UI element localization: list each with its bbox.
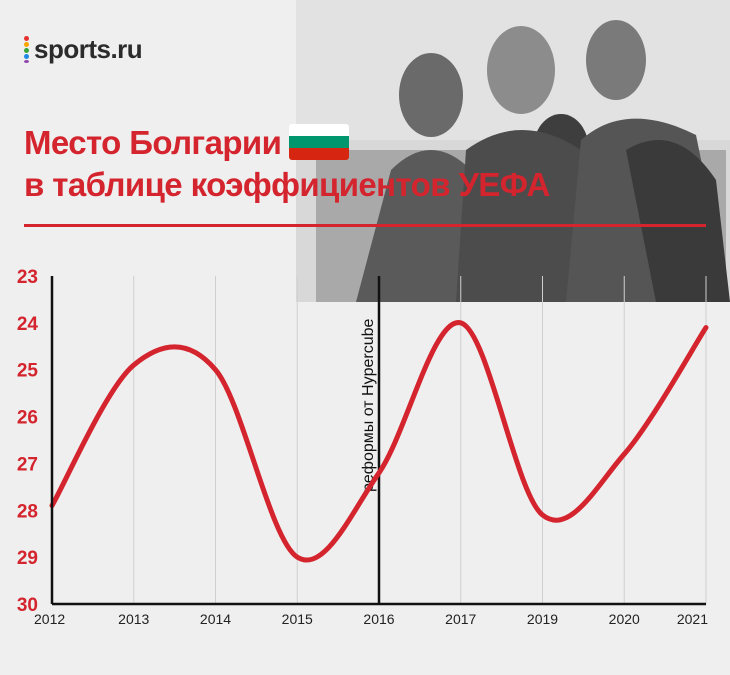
y-tick-label: 26: [17, 408, 38, 429]
y-tick-label: 24: [17, 314, 39, 335]
grid-lines: [133, 276, 707, 604]
logo-dot: [24, 54, 29, 59]
logo-dot: [24, 48, 29, 53]
y-tick-label: 27: [17, 454, 38, 475]
x-tick-label: 2020: [609, 611, 640, 627]
y-tick-label: 25: [17, 361, 39, 382]
players-photo: [296, 0, 730, 302]
logo-dot: [24, 36, 29, 41]
x-axis-ticks: 2012 2013 2014 2015 2016 2017 2019 2020 2021: [34, 611, 708, 627]
x-tick-label: 2016: [363, 611, 394, 627]
y-tick-label: 29: [17, 548, 38, 569]
x-tick-label: 2014: [200, 611, 231, 627]
logo-dot: [24, 60, 29, 63]
x-tick-label: 2021: [677, 611, 708, 627]
y-tick-label: 28: [17, 501, 38, 522]
sports-ru-logo[interactable]: sports.ru: [22, 33, 143, 64]
title-line-1: Место Болгарии: [24, 124, 282, 161]
logo-dot: [24, 42, 29, 47]
players-photo-art: [296, 0, 730, 302]
annotation-label: реформы от Hypercube: [360, 319, 377, 493]
bulgaria-flag-icon: [289, 124, 350, 160]
y-tick-label: 23: [17, 267, 38, 288]
flag-stripe-green: [289, 136, 350, 148]
title-underline: [24, 224, 706, 227]
x-tick-label: 2015: [282, 611, 313, 627]
page-title: Место Болгарии в таблице коэффициентов У…: [24, 122, 584, 206]
title-line-2: в таблице коэффициентов УЕФА: [24, 166, 550, 203]
y-tick-label: 30: [17, 595, 38, 616]
flag-stripe-white: [289, 124, 350, 136]
flag-stripe-red: [289, 148, 350, 160]
x-tick-label: 2013: [118, 611, 149, 627]
x-tick-label: 2017: [445, 611, 476, 627]
x-tick-label: 2012: [34, 611, 65, 627]
series-line: [49, 320, 709, 563]
x-tick-label: 2019: [527, 611, 558, 627]
logo-dots-icon: [22, 34, 31, 64]
y-axis-ticks: 23 24 25 26 27 28 29 30: [17, 267, 39, 616]
logo-text: sports.ru: [34, 33, 143, 64]
